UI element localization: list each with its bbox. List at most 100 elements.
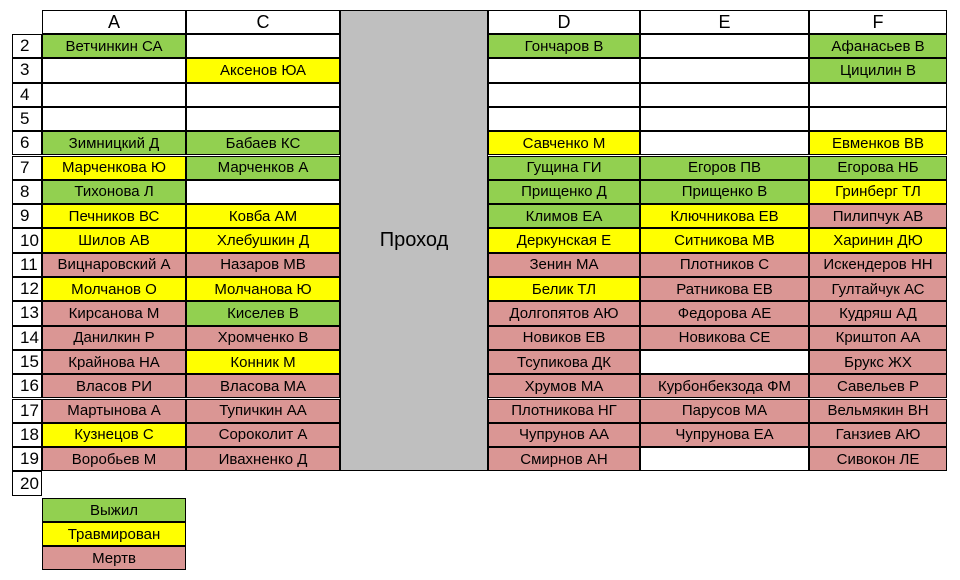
- seat-cell[interactable]: Криштоп АА: [809, 325, 947, 350]
- seat-cell[interactable]: Новиков ЕВ: [488, 325, 640, 350]
- seat-cell[interactable]: Чупрунов АА: [488, 422, 640, 448]
- row-number[interactable]: 8: [12, 179, 42, 205]
- seat-cell[interactable]: [640, 34, 809, 59]
- seat-cell[interactable]: Евменков ВВ: [809, 131, 947, 156]
- row-number[interactable]: 2: [12, 34, 42, 59]
- seat-cell[interactable]: Хромченко В: [186, 325, 340, 350]
- seat-cell[interactable]: Молчанова Ю: [186, 277, 340, 302]
- seat-cell[interactable]: Киселев В: [186, 301, 340, 326]
- seat-cell[interactable]: [488, 82, 640, 107]
- seat-cell[interactable]: Ивахненко Д: [186, 447, 340, 472]
- seat-cell[interactable]: Егоров ПВ: [640, 155, 809, 180]
- column-header-a[interactable]: A: [42, 10, 186, 34]
- seat-cell[interactable]: Мартынова А: [42, 398, 186, 423]
- seat-cell[interactable]: Тсупикова ДК: [488, 349, 640, 375]
- seat-cell[interactable]: Савельев Р: [809, 374, 947, 399]
- seat-cell[interactable]: [640, 447, 809, 472]
- seat-cell[interactable]: Плотников С: [640, 252, 809, 277]
- seat-cell[interactable]: Савченко М: [488, 131, 640, 156]
- seat-cell[interactable]: [809, 82, 947, 107]
- seat-cell[interactable]: [488, 106, 640, 132]
- seat-cell[interactable]: Назаров МВ: [186, 252, 340, 277]
- seat-cell[interactable]: Зимницкий Д: [42, 131, 186, 156]
- seat-cell[interactable]: Бабаев КС: [186, 131, 340, 156]
- seat-cell[interactable]: [640, 349, 809, 375]
- seat-cell[interactable]: Вицнаровский А: [42, 252, 186, 277]
- row-number[interactable]: 9: [12, 204, 42, 229]
- seat-cell[interactable]: Данилкин Р: [42, 325, 186, 350]
- seat-cell[interactable]: Шилов АВ: [42, 228, 186, 253]
- seat-cell[interactable]: Афанасьев В: [809, 34, 947, 59]
- seat-cell[interactable]: Искендеров НН: [809, 252, 947, 277]
- seat-cell[interactable]: Гултайчук АС: [809, 277, 947, 302]
- seat-cell[interactable]: Власов РИ: [42, 374, 186, 399]
- seat-cell[interactable]: Брукс ЖХ: [809, 349, 947, 375]
- row-number[interactable]: 3: [12, 58, 42, 83]
- seat-cell[interactable]: Прищенко Д: [488, 179, 640, 205]
- seat-cell[interactable]: Курбонбекзода ФМ: [640, 374, 809, 399]
- seat-cell[interactable]: Пилипчук АВ: [809, 204, 947, 229]
- row-number[interactable]: 12: [12, 277, 42, 302]
- seat-cell[interactable]: Марченков А: [186, 155, 340, 180]
- seat-cell[interactable]: Тупичкин АА: [186, 398, 340, 423]
- seat-cell[interactable]: [809, 106, 947, 132]
- seat-cell[interactable]: Ратникова ЕВ: [640, 277, 809, 302]
- seat-cell[interactable]: Федорова АЕ: [640, 301, 809, 326]
- seat-cell[interactable]: Хрумов МА: [488, 374, 640, 399]
- seat-cell[interactable]: Аксенов ЮА: [186, 58, 340, 83]
- seat-cell[interactable]: Ключникова ЕВ: [640, 204, 809, 229]
- seat-cell[interactable]: Харинин ДЮ: [809, 228, 947, 253]
- seat-cell[interactable]: Плотникова НГ: [488, 398, 640, 423]
- seat-cell[interactable]: Егорова НБ: [809, 155, 947, 180]
- seat-cell[interactable]: Ветчинкин СА: [42, 34, 186, 59]
- seat-cell[interactable]: Молчанов О: [42, 277, 186, 302]
- row-number[interactable]: 18: [12, 422, 42, 448]
- seat-cell[interactable]: Воробьев М: [42, 447, 186, 472]
- seat-cell[interactable]: Смирнов АН: [488, 447, 640, 472]
- seat-cell[interactable]: Марченкова Ю: [42, 155, 186, 180]
- row-number[interactable]: 11: [12, 252, 42, 277]
- seat-cell[interactable]: [186, 82, 340, 107]
- column-header-f[interactable]: F: [809, 10, 947, 34]
- seat-cell[interactable]: Конник М: [186, 349, 340, 375]
- row-number[interactable]: 14: [12, 325, 42, 350]
- seat-cell[interactable]: [640, 82, 809, 107]
- row-number[interactable]: 7: [12, 155, 42, 180]
- seat-cell[interactable]: [640, 106, 809, 132]
- seat-cell[interactable]: [640, 131, 809, 156]
- seat-cell[interactable]: Гринберг ТЛ: [809, 179, 947, 205]
- row-number[interactable]: 13: [12, 301, 42, 326]
- row-number[interactable]: 6: [12, 131, 42, 156]
- column-header-c[interactable]: C: [186, 10, 340, 34]
- seat-cell[interactable]: Ганзиев АЮ: [809, 422, 947, 448]
- seat-cell[interactable]: Крайнова НА: [42, 349, 186, 375]
- seat-cell[interactable]: Ковба АМ: [186, 204, 340, 229]
- seat-cell[interactable]: Долгопятов АЮ: [488, 301, 640, 326]
- row-number[interactable]: 20: [12, 471, 42, 496]
- seat-cell[interactable]: Кирсанова М: [42, 301, 186, 326]
- row-number[interactable]: 4: [12, 82, 42, 107]
- seat-cell[interactable]: Сороколит А: [186, 422, 340, 448]
- row-number[interactable]: 19: [12, 447, 42, 472]
- column-header-e[interactable]: E: [640, 10, 809, 34]
- row-number[interactable]: 16: [12, 374, 42, 399]
- seat-cell[interactable]: Печников ВС: [42, 204, 186, 229]
- seat-cell[interactable]: Вельмякин ВН: [809, 398, 947, 423]
- seat-cell[interactable]: Парусов МА: [640, 398, 809, 423]
- seat-cell[interactable]: [186, 179, 340, 205]
- seat-cell[interactable]: [488, 58, 640, 83]
- seat-cell[interactable]: [42, 58, 186, 83]
- seat-cell[interactable]: Власова МА: [186, 374, 340, 399]
- column-header-d[interactable]: D: [488, 10, 640, 34]
- seat-cell[interactable]: Прищенко В: [640, 179, 809, 205]
- row-number[interactable]: 5: [12, 106, 42, 132]
- row-number[interactable]: 17: [12, 398, 42, 423]
- seat-cell[interactable]: Ситникова МВ: [640, 228, 809, 253]
- seat-cell[interactable]: [42, 106, 186, 132]
- seat-cell[interactable]: Цицилин В: [809, 58, 947, 83]
- seat-cell[interactable]: Гончаров В: [488, 34, 640, 59]
- seat-cell[interactable]: Хлебушкин Д: [186, 228, 340, 253]
- seat-cell[interactable]: Новикова СЕ: [640, 325, 809, 350]
- seat-cell[interactable]: Белик ТЛ: [488, 277, 640, 302]
- seat-cell[interactable]: Гущина ГИ: [488, 155, 640, 180]
